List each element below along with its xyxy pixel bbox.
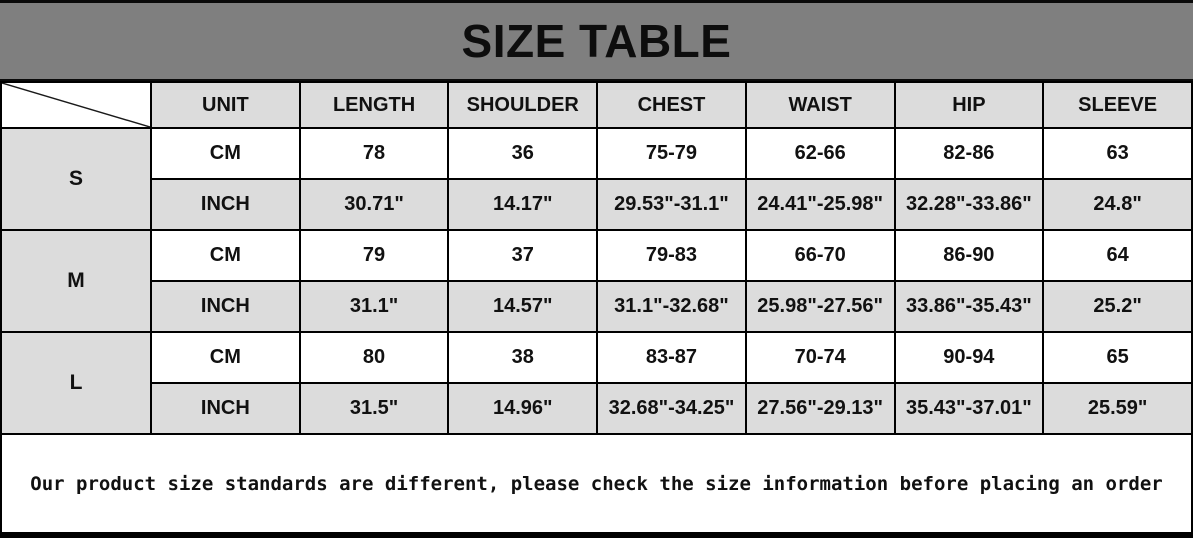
value-cell: 25.2" xyxy=(1042,280,1193,333)
value-cell: 38 xyxy=(447,331,599,384)
value-cell: 78 xyxy=(298,127,450,180)
value-cell: 14.57" xyxy=(447,280,599,333)
value-cell: 32.28"-33.86" xyxy=(893,178,1045,231)
unit-cell: INCH xyxy=(150,280,301,333)
row-m-inch: INCH 31.1" 14.57" 31.1"-32.68" 25.98"-27… xyxy=(1,280,1193,333)
value-cell: 37 xyxy=(447,229,599,282)
size-label-s: S xyxy=(0,127,152,231)
value-cell: 83-87 xyxy=(596,331,747,384)
value-cell: 24.41"-25.98" xyxy=(744,178,896,231)
value-cell: 80 xyxy=(298,331,450,384)
value-cell: 79-83 xyxy=(596,229,747,282)
column-header-waist: WAIST xyxy=(744,81,896,129)
row-s-inch: INCH 30.71" 14.17" 29.53"-31.1" 24.41"-2… xyxy=(1,178,1193,231)
row-l-cm: L CM 80 38 83-87 70-74 90-94 65 xyxy=(0,331,1193,435)
value-cell: 90-94 xyxy=(893,331,1045,384)
value-cell: 14.96" xyxy=(447,382,599,435)
value-cell: 25.59" xyxy=(1042,382,1193,435)
value-cell: 35.43"-37.01" xyxy=(893,382,1045,435)
value-cell: 65 xyxy=(1042,331,1193,384)
column-header-unit: UNIT xyxy=(150,81,301,129)
column-header-length: LENGTH xyxy=(298,81,450,129)
value-cell: 31.1" xyxy=(298,280,450,333)
size-table: UNIT LENGTH SHOULDER CHEST WAIST HIP SLE… xyxy=(0,81,1193,435)
diagonal-corner-cell xyxy=(0,81,152,129)
value-cell: 63 xyxy=(1042,127,1193,180)
unit-cell: INCH xyxy=(150,178,301,231)
value-cell: 66-70 xyxy=(744,229,896,282)
title-bar: SIZE TABLE xyxy=(0,0,1193,81)
value-cell: 31.5" xyxy=(298,382,450,435)
unit-cell: CM xyxy=(150,127,301,180)
value-cell: 79 xyxy=(298,229,450,282)
value-cell: 64 xyxy=(1042,229,1193,282)
value-cell: 31.1"-32.68" xyxy=(596,280,747,333)
row-m-cm: M CM 79 37 79-83 66-70 86-90 64 xyxy=(0,229,1193,333)
value-cell: 32.68"-34.25" xyxy=(596,382,747,435)
value-cell: 75-79 xyxy=(596,127,747,180)
value-cell: 25.98"-27.56" xyxy=(744,280,896,333)
value-cell: 33.86"-35.43" xyxy=(893,280,1045,333)
value-cell: 36 xyxy=(447,127,599,180)
value-cell: 24.8" xyxy=(1042,178,1193,231)
value-cell: 29.53"-31.1" xyxy=(596,178,747,231)
value-cell: 27.56"-29.13" xyxy=(744,382,896,435)
value-cell: 62-66 xyxy=(744,127,896,180)
unit-cell: INCH xyxy=(150,382,301,435)
page-title: SIZE TABLE xyxy=(461,15,732,67)
bottom-border-bar xyxy=(0,532,1193,538)
footer-note: Our product size standards are different… xyxy=(0,435,1193,532)
value-cell: 14.17" xyxy=(447,178,599,231)
row-s-cm: S CM 78 36 75-79 62-66 82-86 63 xyxy=(0,127,1193,231)
value-cell: 70-74 xyxy=(744,331,896,384)
value-cell: 86-90 xyxy=(893,229,1045,282)
column-header-sleeve: SLEEVE xyxy=(1042,81,1193,129)
footer-note-text: Our product size standards are different… xyxy=(30,472,1163,495)
unit-cell: CM xyxy=(150,229,301,282)
column-header-shoulder: SHOULDER xyxy=(447,81,599,129)
diagonal-divider-line xyxy=(2,83,150,127)
size-label-l: L xyxy=(0,331,152,435)
row-l-inch: INCH 31.5" 14.96" 32.68"-34.25" 27.56"-2… xyxy=(1,382,1193,435)
size-label-m: M xyxy=(0,229,152,333)
column-header-hip: HIP xyxy=(893,81,1045,129)
header-row: UNIT LENGTH SHOULDER CHEST WAIST HIP SLE… xyxy=(0,81,1193,129)
column-header-chest: CHEST xyxy=(596,81,747,129)
unit-cell: CM xyxy=(150,331,301,384)
value-cell: 30.71" xyxy=(298,178,450,231)
value-cell: 82-86 xyxy=(893,127,1045,180)
